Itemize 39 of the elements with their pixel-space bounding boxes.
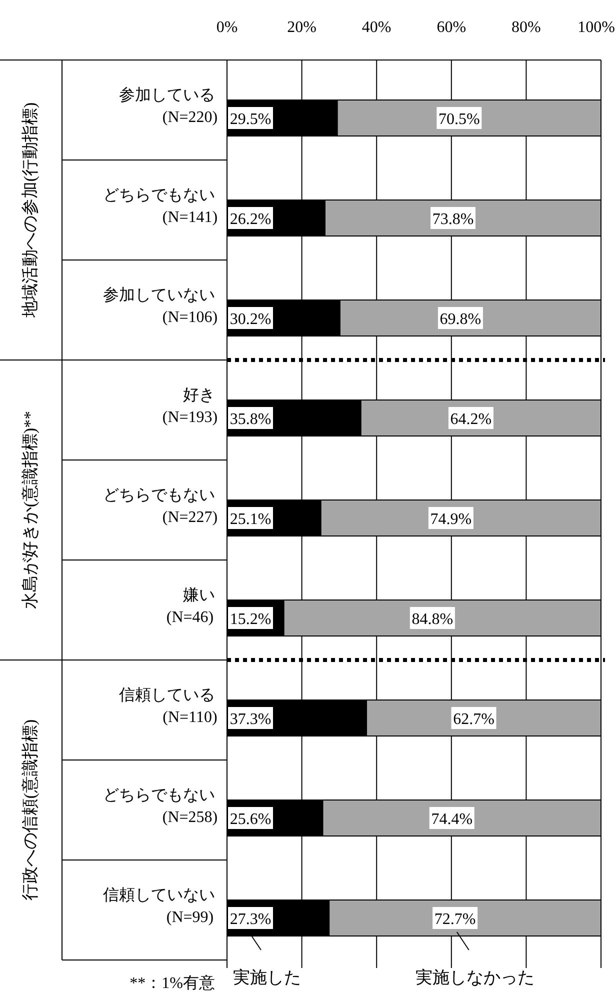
data-label: 25.6%: [230, 811, 272, 828]
data-label: 30.2%: [230, 311, 272, 328]
legend-label: 実施した: [233, 968, 301, 987]
x-tick-label: 20%: [287, 19, 316, 36]
x-tick-label: 100%: [578, 19, 615, 36]
x-tick-label: 40%: [362, 19, 392, 36]
data-label: 27.3%: [230, 911, 272, 928]
x-tick-label: 0%: [216, 19, 238, 36]
data-label: 29.5%: [230, 111, 272, 128]
data-label: 35.8%: [230, 411, 272, 428]
y-tick-label: どちらでもない (N=227): [103, 487, 218, 526]
data-label: 74.4%: [431, 811, 473, 828]
data-label: 37.3%: [230, 711, 272, 728]
data-label: 70.5%: [438, 111, 480, 128]
data-label: 72.7%: [434, 911, 476, 928]
data-label: 25.1%: [230, 511, 272, 528]
legend-label: 実施しなかった: [415, 968, 534, 987]
data-label: 26.2%: [230, 211, 272, 228]
data-label: 73.8%: [432, 211, 474, 228]
data-label: 64.2%: [450, 411, 492, 428]
y-tick-label: 嫌い (N=46): [166, 587, 215, 626]
x-tick-label: 80%: [512, 19, 541, 36]
y-tick-label: 信頼していない (N=99): [103, 887, 215, 926]
y-tick-label: 参加していない (N=106): [103, 286, 218, 326]
data-label: 84.8%: [412, 611, 454, 628]
x-tick-label: 60%: [436, 19, 466, 36]
data-label: 15.2%: [230, 611, 272, 628]
data-label: 74.9%: [430, 511, 472, 528]
y-tick-label: 参加している (N=220): [119, 86, 218, 126]
text: 水島が好きか(意識指標)**: [20, 410, 40, 610]
data-label: 62.7%: [453, 711, 494, 728]
y-tick-label: 好き (N=193): [162, 387, 218, 426]
y-tick-label: どちらでもない (N=258): [103, 787, 218, 826]
text: 行政への信頼(意識指標): [20, 719, 40, 901]
y-tick-label: どちらでもない (N=141): [103, 187, 218, 226]
y-tick-label: 信頼している (N=110): [119, 687, 218, 726]
text: 地域活動への参加(行動指標): [20, 102, 40, 319]
text: **：1%有意: [130, 974, 215, 992]
data-label: 69.8%: [440, 311, 482, 328]
